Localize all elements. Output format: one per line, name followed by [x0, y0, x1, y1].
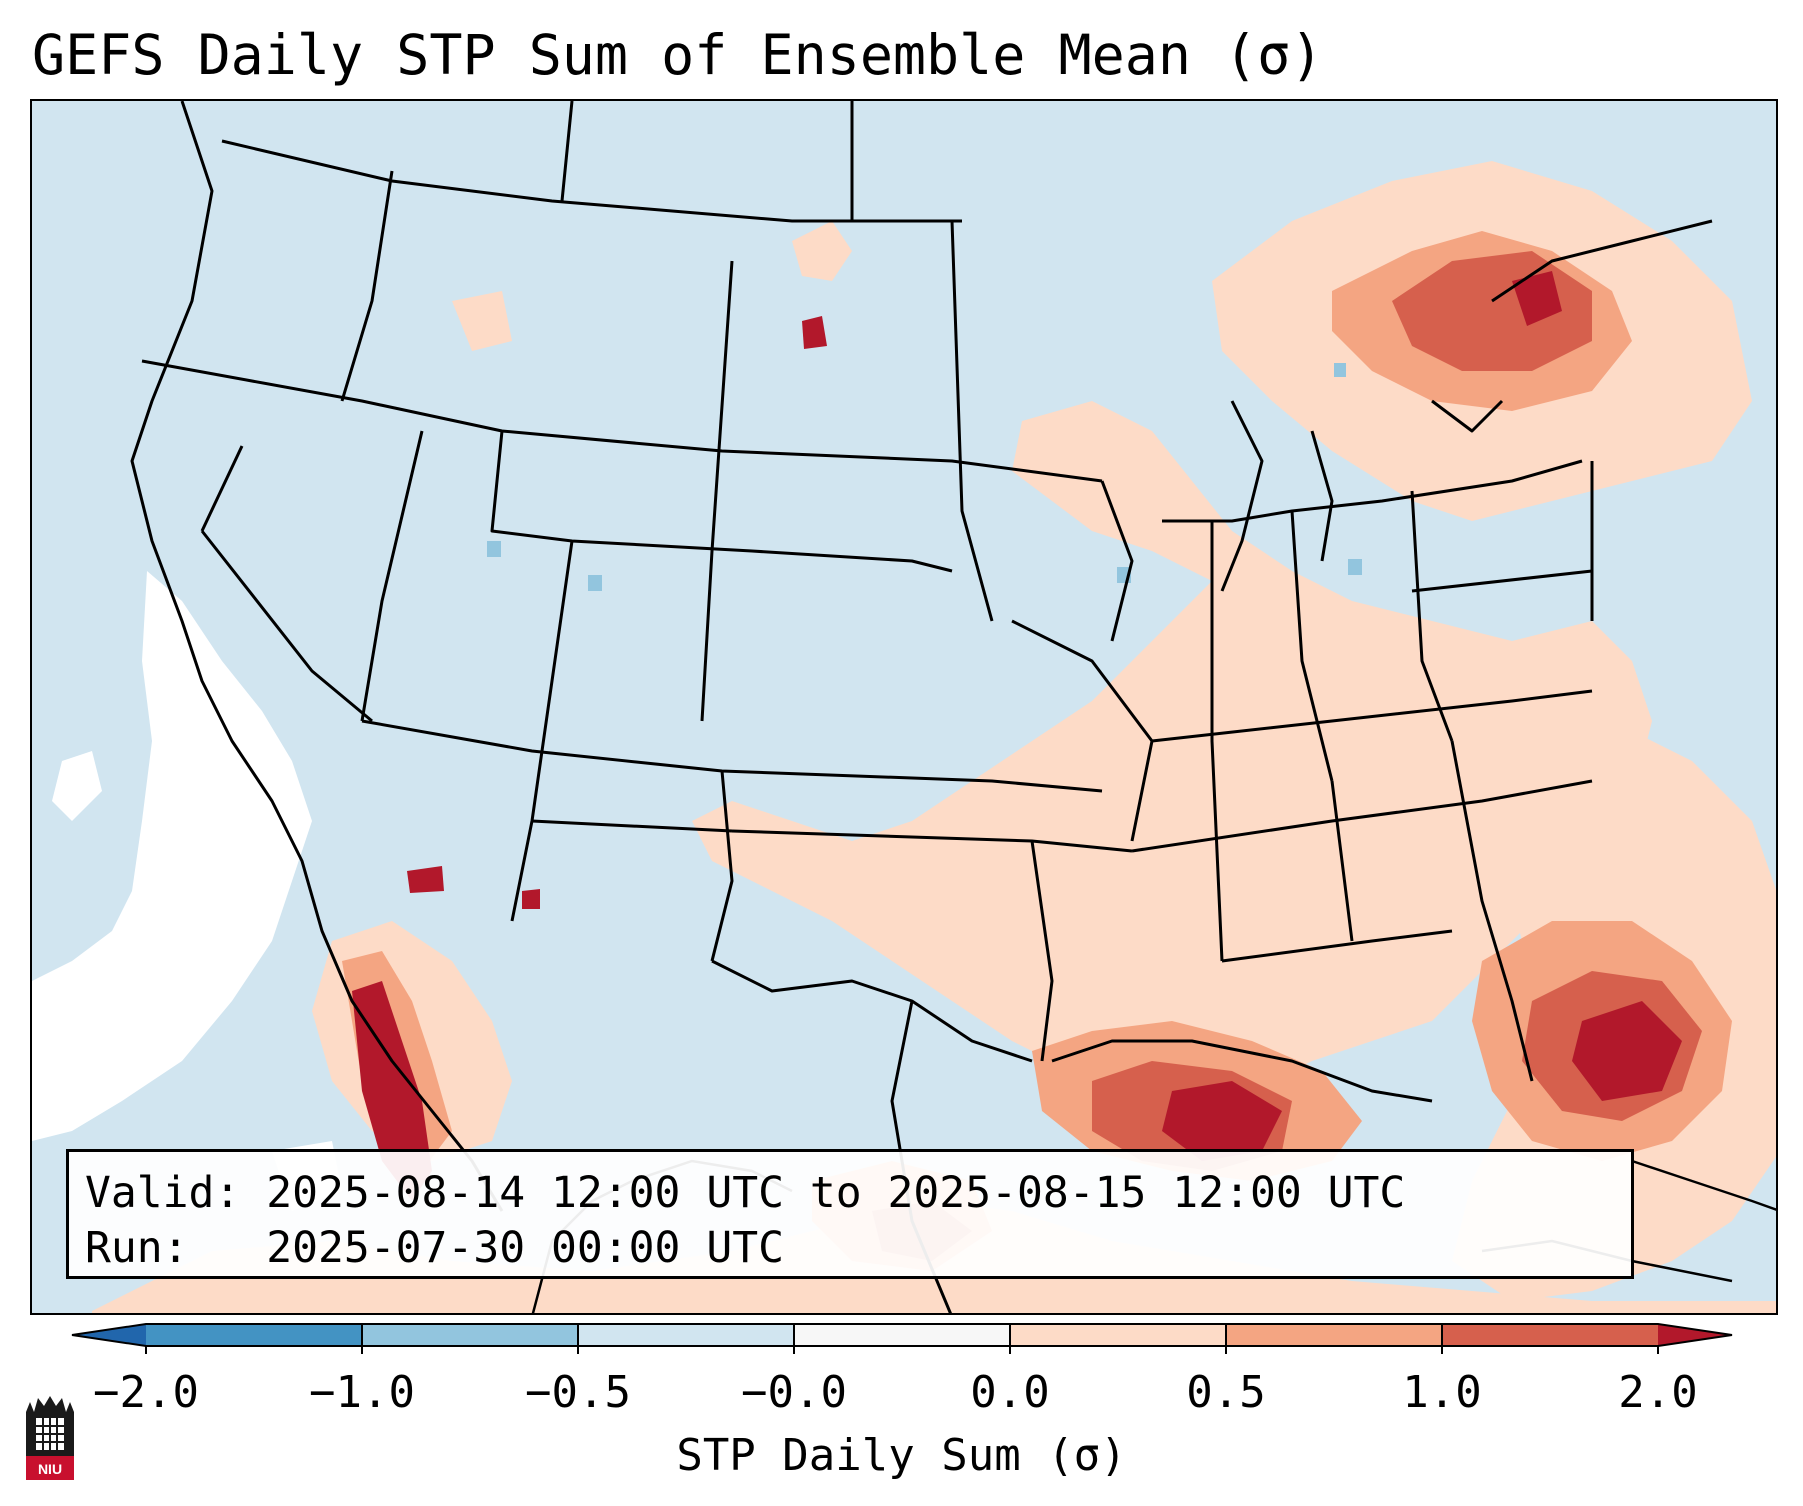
colorbar-title: STP Daily Sum (σ): [676, 1430, 1127, 1481]
colorbar-tick-label: −1.0: [309, 1367, 415, 1418]
colorbar-segment: [146, 1324, 362, 1346]
colorbar-segment: [794, 1324, 1010, 1346]
state-boundaries: [130, 101, 1713, 1313]
neutral-field-patches: [32, 571, 342, 1211]
colorbar-segment: [1442, 1324, 1658, 1346]
colorbar-tick-label: 0.5: [1186, 1367, 1266, 1418]
run-time-text: Run: 2025-07-30 00:00 UTC: [85, 1223, 784, 1273]
colorbar-over-extend: [1658, 1324, 1732, 1346]
colorbar-tick-label: 2.0: [1618, 1367, 1698, 1418]
colorbar-segment: [578, 1324, 794, 1346]
extreme-positive-field: [352, 271, 1682, 1201]
weak-negative-pixels: [487, 363, 1362, 591]
map-panel: [30, 99, 1778, 1315]
colorbar-tick-label: 1.0: [1402, 1367, 1482, 1418]
colorbar-segment: [1226, 1324, 1442, 1346]
stp-field-map: [32, 101, 1776, 1313]
valid-time-text: Valid: 2025-08-14 12:00 UTC to 2025-08-1…: [85, 1168, 1406, 1218]
colorbar-tick-label: −0.5: [525, 1367, 631, 1418]
validity-info-box: Valid: 2025-08-14 12:00 UTC to 2025-08-1…: [66, 1149, 1634, 1279]
colorbar-tick-label: −0.0: [741, 1367, 847, 1418]
colorbar-under-extend: [72, 1324, 146, 1346]
colorbar-tick-label: 0.0: [970, 1367, 1050, 1418]
colorbar-segment: [1010, 1324, 1226, 1346]
colorbar-tick-label: −2.0: [93, 1367, 199, 1418]
colorbar: [71, 1323, 1733, 1354]
map-title: GEFS Daily STP Sum of Ensemble Mean (σ): [32, 23, 1324, 87]
niu-logo-icon: NIU: [26, 1396, 74, 1480]
colorbar-segment: [362, 1324, 578, 1346]
logo-text: NIU: [38, 1461, 62, 1477]
